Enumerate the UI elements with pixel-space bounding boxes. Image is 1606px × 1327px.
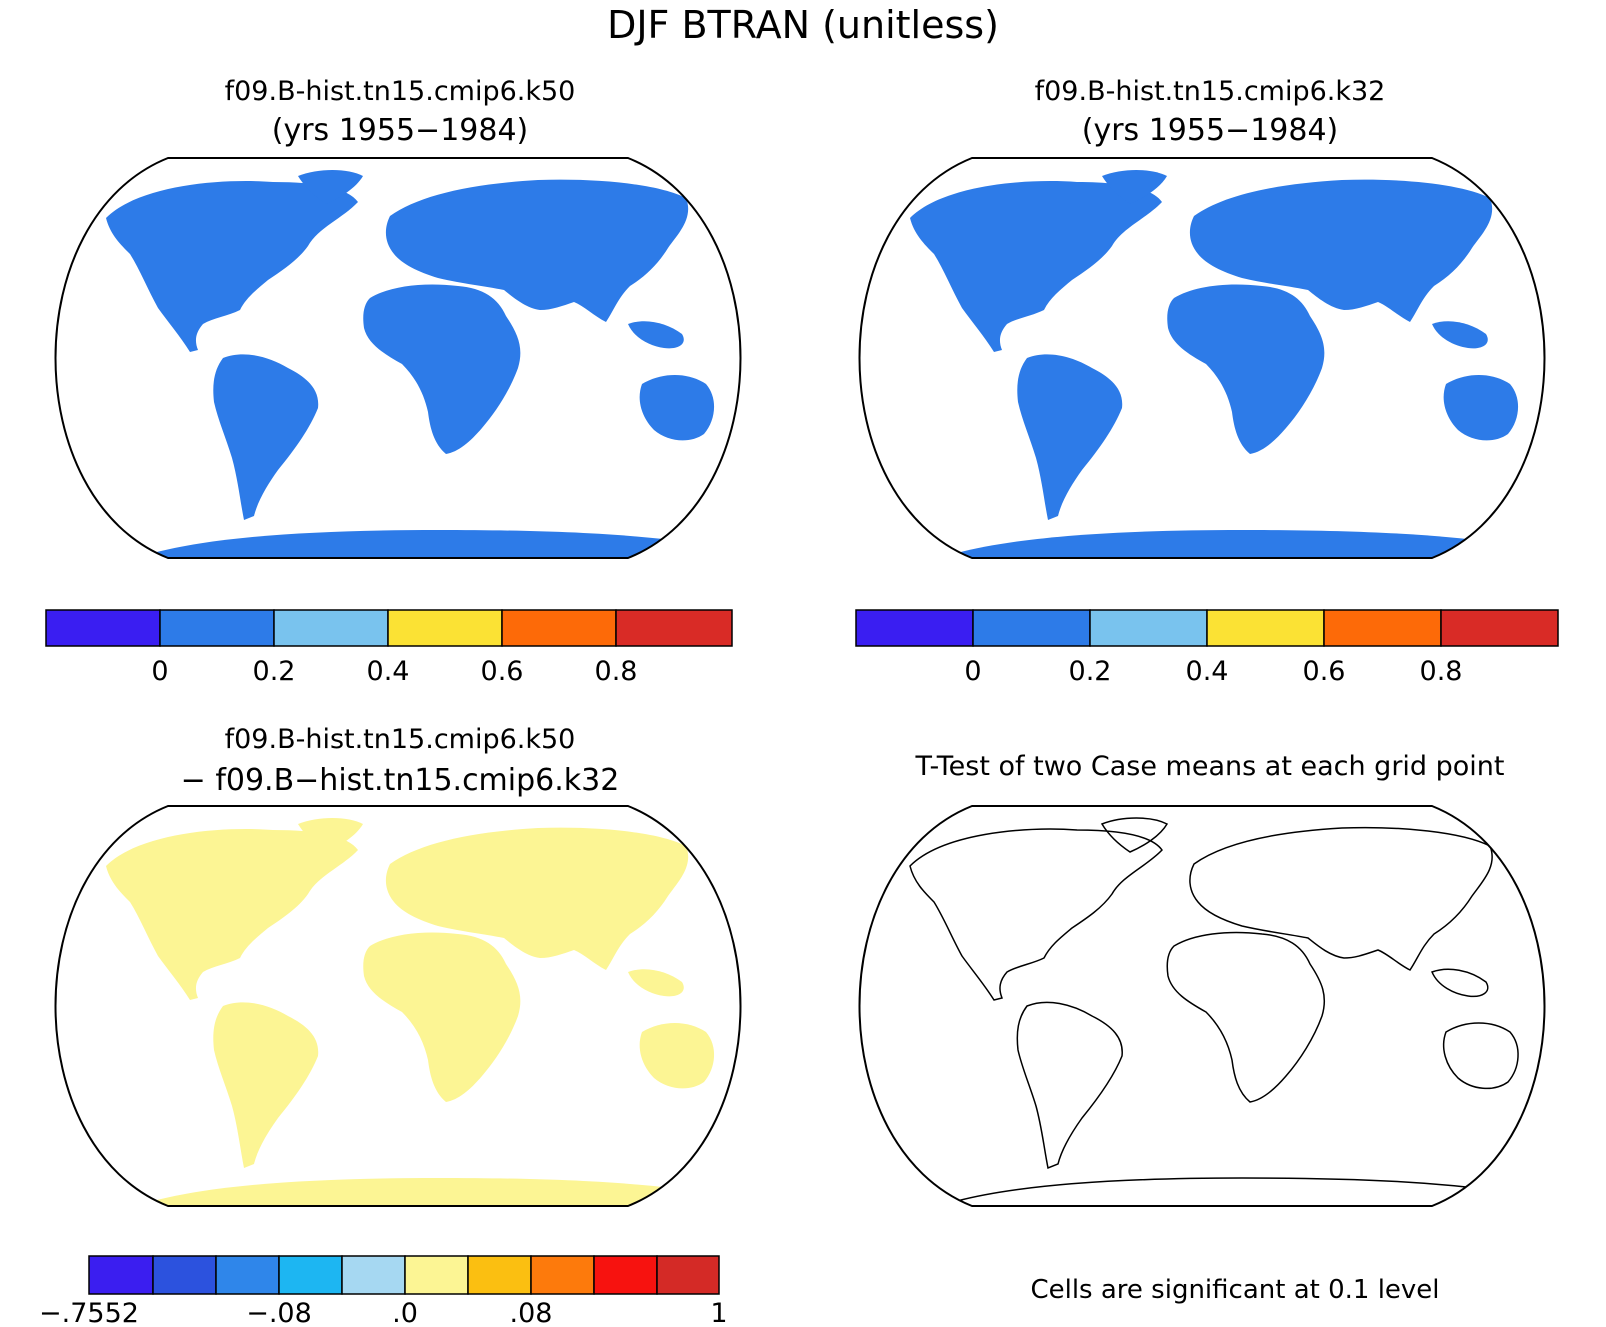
colorbar-label: 0.6 (1303, 656, 1346, 687)
colorbar-label: 0 (964, 656, 981, 687)
map-outline (858, 157, 1546, 559)
colorbar-swatch (501, 609, 617, 647)
panel-title: f09.B-hist.tn15.cmip6.k32 (1035, 76, 1386, 107)
colorbar-swatch (656, 1255, 720, 1295)
colorbar-swatch (159, 609, 275, 647)
colorbar-main: 0 0.2 0.4 0.6 0.8 (45, 609, 733, 687)
map-frame (54, 157, 742, 559)
colorbar-label: 0.8 (1420, 656, 1463, 687)
colorbar-swatch (88, 1255, 154, 1295)
significance-note: Cells are significant at 0.1 level (1030, 1275, 1439, 1305)
colorbar-label: −.7552 (39, 1298, 139, 1327)
panel-bottom-left: f09.B-hist.tn15.cmip6.k50 − f09.B−hist.t… (39, 724, 742, 1327)
colorbar-swatch (1323, 609, 1442, 647)
panel-subtitle: − f09.B−hist.tn15.cmip6.k32 (181, 763, 620, 798)
colorbar-diff: −.7552 −.08 .0 .08 1 (39, 1255, 728, 1327)
map-frame (54, 805, 742, 1207)
colorbar-label: 0.4 (1186, 656, 1229, 687)
colorbar-label: 1 (710, 1298, 727, 1327)
colorbar-swatch (1206, 609, 1325, 647)
colorbar-swatch (972, 609, 1091, 647)
map-outline (54, 805, 742, 1207)
colorbar-swatch (467, 1255, 532, 1295)
colorbar-label: 0.6 (481, 656, 524, 687)
colorbar-swatch (152, 1255, 217, 1295)
colorbar-label: 0.8 (595, 656, 638, 687)
map-frame (858, 157, 1546, 559)
panel-subtitle: (yrs 1955−1984) (272, 113, 529, 148)
panel-bottom-right: T-Test of two Case means at each grid po… (858, 751, 1546, 1305)
colorbar-swatch (278, 1255, 343, 1295)
colorbar-label: 0.2 (1069, 656, 1112, 687)
colorbar-label: .08 (510, 1298, 553, 1327)
panel-top-right: f09.B-hist.tn15.cmip6.k32 (yrs 1955−1984… (855, 76, 1559, 687)
panel-title: f09.B-hist.tn15.cmip6.k50 (225, 76, 576, 107)
panel-top-left: f09.B-hist.tn15.cmip6.k50 (yrs 1955−1984… (45, 76, 742, 687)
figure-title: DJF BTRAN (unitless) (607, 3, 999, 47)
diff-field (106, 818, 718, 1206)
panel-title: T-Test of two Case means at each grid po… (914, 751, 1504, 782)
colorbar-label: 0.2 (253, 656, 296, 687)
colorbar-swatch (855, 609, 974, 647)
colorbar-swatch (530, 1255, 595, 1295)
colorbar-swatch (404, 1255, 469, 1295)
colorbar-swatch (273, 609, 389, 647)
colorbar-swatch (387, 609, 503, 647)
colorbar-label: 0 (151, 656, 168, 687)
colorbar-swatch (593, 1255, 658, 1295)
panel-subtitle: (yrs 1955−1984) (1082, 113, 1339, 148)
map-outline (54, 157, 742, 559)
colorbar-label: 0.4 (367, 656, 410, 687)
land-outline (909, 817, 1523, 1206)
colorbar-label: −.08 (246, 1298, 312, 1327)
colorbar-swatch (1089, 609, 1208, 647)
colorbar-swatch (615, 609, 733, 647)
colorbar-swatch (341, 1255, 406, 1295)
colorbar-swatch (1440, 609, 1559, 647)
map-frame (858, 805, 1546, 1207)
panel-title: f09.B-hist.tn15.cmip6.k50 (225, 724, 576, 755)
colorbar-swatch (45, 609, 161, 647)
colorbar-label: .0 (392, 1298, 418, 1327)
significance-field (912, 826, 1522, 1166)
colorbar-main: 0 0.2 0.4 0.6 0.8 (855, 609, 1559, 687)
land-field (910, 170, 1522, 558)
colorbar-swatch (215, 1255, 280, 1295)
land-field (106, 170, 718, 558)
map-outline (858, 805, 1546, 1207)
